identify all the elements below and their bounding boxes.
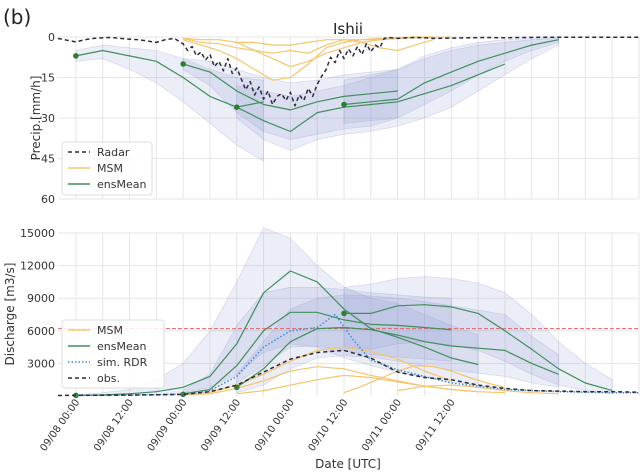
- x-tick-label: 09/08 12:00: [92, 397, 136, 453]
- legend-label-ensmean-2: ensMean: [97, 340, 146, 353]
- precip-band-2: [236, 38, 559, 151]
- precip-series-ensmean-3: [343, 39, 559, 106]
- discharge-series-ensmean-1: [183, 311, 452, 395]
- discharge-series-ensmean-0: [75, 270, 479, 397]
- x-tick-label: 09/11 12:00: [414, 397, 458, 453]
- discharge-y-tick-label: 15000: [20, 227, 55, 240]
- precip-series-msm-3: [236, 36, 452, 68]
- discharge-series-ensmean-2: [236, 326, 559, 388]
- x-tick-label: 09/10 12:00: [307, 397, 351, 453]
- precip-series-msm-2: [183, 37, 434, 52]
- legend-label-sim-rdr: sim. RDR: [97, 356, 148, 369]
- precip-init-marker: [180, 61, 186, 67]
- discharge-y-tick-label: 9000: [27, 292, 55, 305]
- precip-init-marker: [73, 53, 79, 59]
- x-tick-label: 09/08 00:00: [38, 397, 82, 453]
- precip-y-tick-label: 15: [41, 72, 55, 85]
- discharge-series-msm-3: [343, 365, 506, 394]
- chart-title: Ishii: [333, 20, 363, 38]
- discharge-legend: MSM ensMean sim. RDR obs.: [61, 319, 165, 389]
- discharge-y-tick-label: 6000: [27, 325, 55, 338]
- discharge-init-marker: [180, 391, 186, 398]
- x-tick-label: 09/11 00:00: [360, 397, 404, 453]
- legend-label-obs: obs.: [97, 372, 120, 385]
- precip-legend-box: [61, 141, 153, 196]
- discharge-y-tick-label: 12000: [20, 260, 55, 273]
- precip-y-ticks: 0 15 30 45 60: [41, 31, 55, 206]
- discharge-series-msm-4: [397, 384, 559, 395]
- discharge-band-2: [236, 294, 559, 394]
- discharge-legend-box: [61, 319, 165, 389]
- discharge-y-ticks: 3000 6000 9000 12000 15000: [20, 227, 55, 370]
- precip-legend: Radar MSM ensMean: [61, 141, 153, 196]
- x-tick-label: 09/10 00:00: [253, 397, 297, 453]
- precip-series-radar: [57, 36, 639, 107]
- panel-label: (b): [3, 5, 31, 29]
- x-tick-label: 09/09 00:00: [146, 397, 190, 453]
- precip-y-tick-label: 0: [48, 31, 55, 44]
- precip-band-1: [182, 58, 398, 140]
- precip-y-tick-label: 45: [41, 153, 55, 166]
- precip-band-0: [75, 44, 264, 162]
- precip-series-ensmean-1: [182, 63, 398, 111]
- x-axis-label: Date [UTC]: [315, 457, 381, 471]
- discharge-band-1: [182, 287, 452, 396]
- discharge-series-ensmean-3: [344, 304, 613, 392]
- legend-label-msm: MSM: [97, 162, 123, 175]
- discharge-init-marker: [341, 310, 347, 317]
- precip-y-axis-label: Precip.[mm/h]: [29, 76, 43, 161]
- precip-lines: [57, 36, 639, 133]
- discharge-series-sim-rdr: [75, 313, 639, 397]
- discharge-series-obs-: [57, 349, 640, 397]
- legend-label-msm-2: MSM: [97, 324, 123, 337]
- precip-series-ensmean-0: [75, 49, 264, 108]
- precip-y-tick-label: 60: [41, 193, 55, 206]
- precip-series-ensmean-2: [236, 63, 506, 133]
- precip-y-tick-label: 30: [41, 112, 55, 125]
- precip-init-marker: [233, 104, 240, 110]
- x-tick-label: 09/09 12:00: [199, 397, 243, 453]
- precip-panel: 0 15 30 45 60 Precip.[mm/h] Radar MSM ensMea…: [29, 31, 640, 206]
- discharge-series-msm-2: [236, 374, 505, 395]
- legend-label-radar: Radar: [97, 146, 130, 159]
- x-tick-labels: 09/08 00:00 09/08 12:00 09/09 00:00 09/09 1…: [38, 397, 457, 453]
- legend-label-ensmean: ensMean: [97, 178, 146, 191]
- precip-init-marker: [341, 101, 347, 108]
- precip-grid: [58, 36, 640, 200]
- discharge-y-tick-label: 3000: [27, 357, 55, 370]
- discharge-y-axis-label: Discharge [m3/s]: [3, 263, 17, 366]
